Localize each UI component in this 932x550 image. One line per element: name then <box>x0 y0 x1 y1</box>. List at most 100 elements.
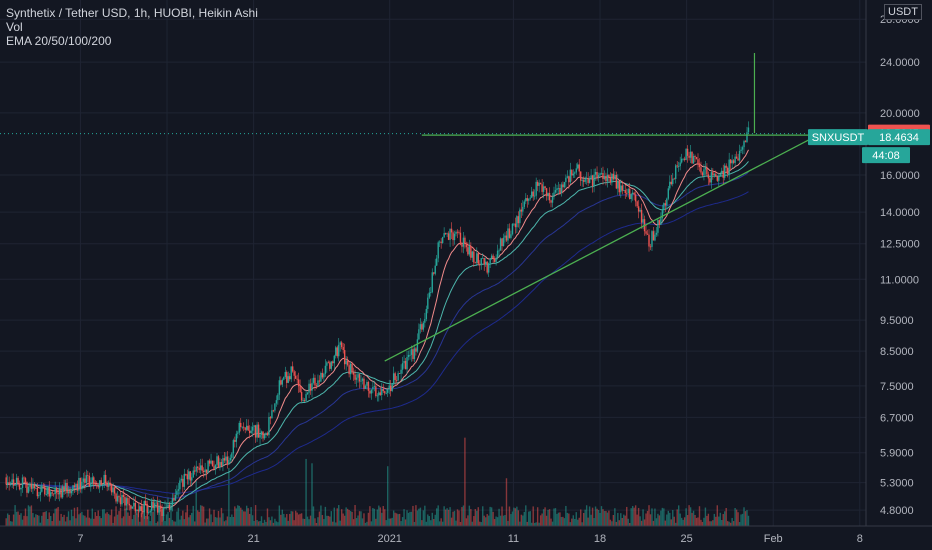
symbol-price-label-bg <box>868 129 930 146</box>
candle-body <box>204 469 206 473</box>
volume-indicator-label[interactable]: Vol <box>6 20 23 34</box>
volume-bar <box>545 515 548 526</box>
volume-bar <box>308 519 310 526</box>
candle-body <box>38 494 40 497</box>
volume-bar <box>219 517 221 526</box>
candle-body <box>453 233 456 241</box>
volume-bar <box>153 508 156 526</box>
candle-body <box>36 488 39 497</box>
volume-bar <box>303 518 306 526</box>
volume-bar <box>47 518 49 526</box>
candle-body <box>302 400 304 401</box>
volume-bar <box>88 517 91 526</box>
volume-bar <box>226 516 229 526</box>
volume-bar <box>689 507 692 526</box>
volume-bar <box>225 520 227 526</box>
volume-bar <box>366 521 368 526</box>
volume-bar <box>648 505 650 526</box>
volume-bar <box>155 522 157 526</box>
volume-bar <box>148 516 150 526</box>
symbol-label-bg <box>808 129 868 146</box>
candle-body <box>323 373 325 378</box>
volume-bar <box>737 512 739 526</box>
candle-body <box>726 167 729 174</box>
candle-body <box>366 381 368 386</box>
volume-bar <box>461 507 463 526</box>
time-tick-label: 18 <box>594 533 606 545</box>
volume-bar <box>542 509 545 526</box>
candle-body <box>278 380 281 395</box>
volume-bar <box>391 517 393 526</box>
volume-bar <box>177 507 180 526</box>
volume-bar <box>612 515 615 526</box>
candle-body <box>300 392 303 401</box>
volume-bar <box>401 517 404 526</box>
symbol-label: SNXUSDT <box>812 132 865 144</box>
candle-body <box>522 206 524 212</box>
volume-bar <box>550 518 552 526</box>
volume-bar <box>107 513 110 526</box>
volume-bar <box>631 505 634 526</box>
candle-body <box>18 484 21 490</box>
volume-bar <box>222 513 224 526</box>
candle-body <box>207 460 209 473</box>
candle-body <box>176 490 178 496</box>
support-line[interactable] <box>384 137 814 362</box>
volume-bar <box>709 521 711 526</box>
volume-bar <box>667 510 670 526</box>
candle-body <box>548 193 551 201</box>
volume-bar <box>324 506 327 526</box>
candle-body <box>234 440 236 442</box>
candle-body <box>113 487 116 494</box>
volume-bar <box>254 505 257 526</box>
candle-body <box>69 491 71 494</box>
chart-legend: Synthetix / Tether USD, 1h, HUOBI, Heiki… <box>6 6 258 48</box>
volume-bar <box>109 515 111 526</box>
volume-bar <box>121 518 123 526</box>
candle-body <box>459 232 462 245</box>
candle-body <box>447 233 450 240</box>
ema-indicator-label[interactable]: EMA 20/50/100/200 <box>6 34 112 48</box>
volume-bar <box>247 508 249 526</box>
volume-bar <box>677 505 680 526</box>
candle-body <box>529 197 531 199</box>
candle-body <box>642 219 644 223</box>
volume-bar <box>574 518 576 526</box>
candle-body <box>284 371 286 378</box>
volume-bar <box>715 516 717 526</box>
volume-bar <box>594 506 597 526</box>
candle-body <box>519 209 521 224</box>
volume-bar <box>320 505 322 526</box>
volume-bar <box>701 521 704 526</box>
candle-body <box>140 506 142 512</box>
time-axis[interactable]: 7 14 21 2021 11 18 25 Feb 8 <box>0 525 932 545</box>
candle-body <box>422 322 425 330</box>
candle-body <box>615 174 618 189</box>
volume-bar <box>557 512 560 526</box>
volume-bar <box>42 512 44 526</box>
trend-lines[interactable] <box>0 133 885 362</box>
volume-bar <box>688 505 690 526</box>
volume-bar <box>734 507 736 526</box>
volume-bar <box>428 516 430 526</box>
price-tick-label: 4.8000 <box>880 505 914 517</box>
currency-unit-badge[interactable]: USDT <box>884 4 922 20</box>
volume-bar <box>85 517 88 526</box>
volume-bar <box>700 519 702 526</box>
volume-bar <box>480 522 482 526</box>
price-axis[interactable]: 28.000024.000020.000016.000014.000012.50… <box>865 0 932 550</box>
volume-bar <box>361 518 364 526</box>
candle-body <box>479 263 481 266</box>
countdown-label-bg <box>862 147 910 164</box>
candle-body <box>462 237 465 247</box>
volume-bar <box>357 515 359 526</box>
candle-body <box>554 190 557 193</box>
volume-bar <box>652 520 655 526</box>
candle-body <box>609 177 612 183</box>
candle-body <box>531 191 533 198</box>
candle-body <box>582 180 585 182</box>
candle-body <box>539 182 542 185</box>
price-tick-label: 7.5000 <box>880 381 914 393</box>
volume-bar <box>605 510 607 526</box>
